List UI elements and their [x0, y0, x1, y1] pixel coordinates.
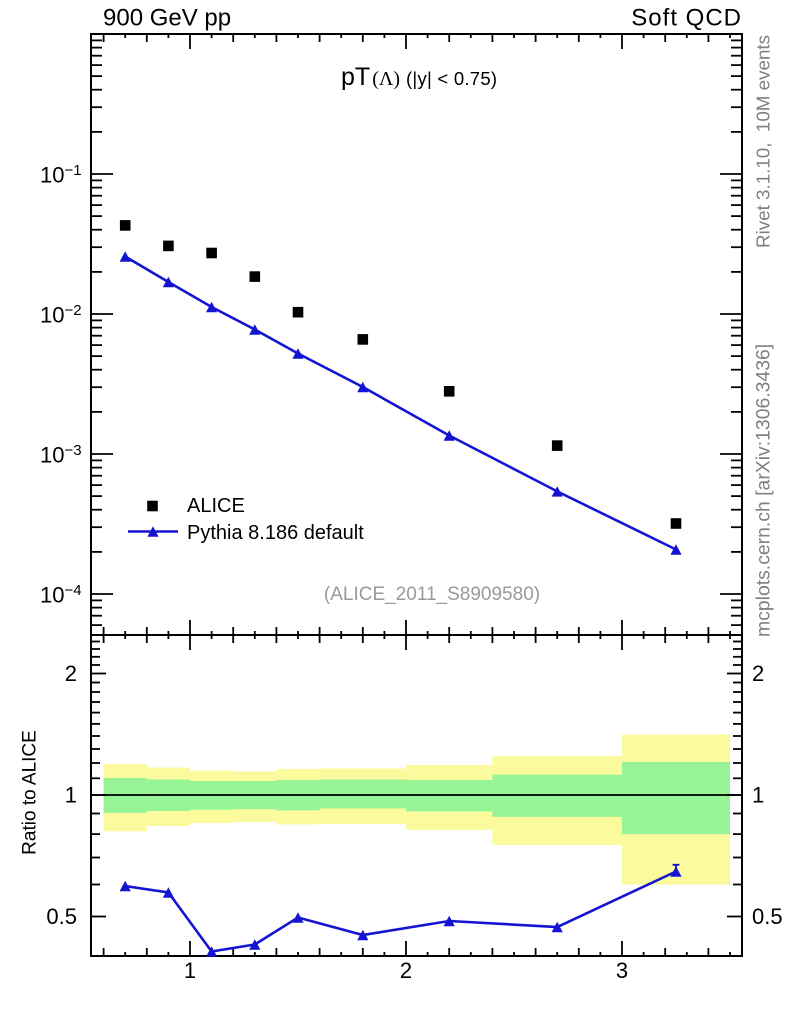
svg-text:3: 3: [616, 958, 628, 983]
svg-text:1: 1: [184, 958, 196, 983]
svg-text:2: 2: [752, 661, 764, 686]
svg-text:Rivet 3.1.10, 10M events: Rivet 3.1.10, 10M events: [753, 35, 774, 248]
svg-text:ALICE: ALICE: [187, 495, 245, 517]
svg-text:(ALICE_2011_S8909580): (ALICE_2011_S8909580): [324, 584, 540, 605]
svg-text:Pythia 8.186 default: Pythia 8.186 default: [187, 522, 364, 544]
svg-text:0.5: 0.5: [752, 904, 783, 929]
svg-text:10−3: 10−3: [40, 442, 82, 467]
svg-text:Soft QCD: Soft QCD: [631, 5, 742, 32]
svg-text:2: 2: [65, 661, 77, 686]
svg-text:pT(Λ)(|y| < 0.75): pT (Λ) (|y| < 0.75): [341, 63, 497, 91]
svg-text:1: 1: [752, 783, 764, 808]
svg-text:900 GeV pp: 900 GeV pp: [103, 5, 231, 32]
svg-text:2: 2: [400, 958, 412, 983]
svg-text:mcplots.cern.ch [arXiv:1306.34: mcplots.cern.ch [arXiv:1306.3436]: [753, 344, 775, 637]
svg-text:1: 1: [65, 783, 77, 808]
svg-text:Ratio to ALICE: Ratio to ALICE: [20, 730, 41, 855]
svg-text:0.5: 0.5: [46, 904, 77, 929]
